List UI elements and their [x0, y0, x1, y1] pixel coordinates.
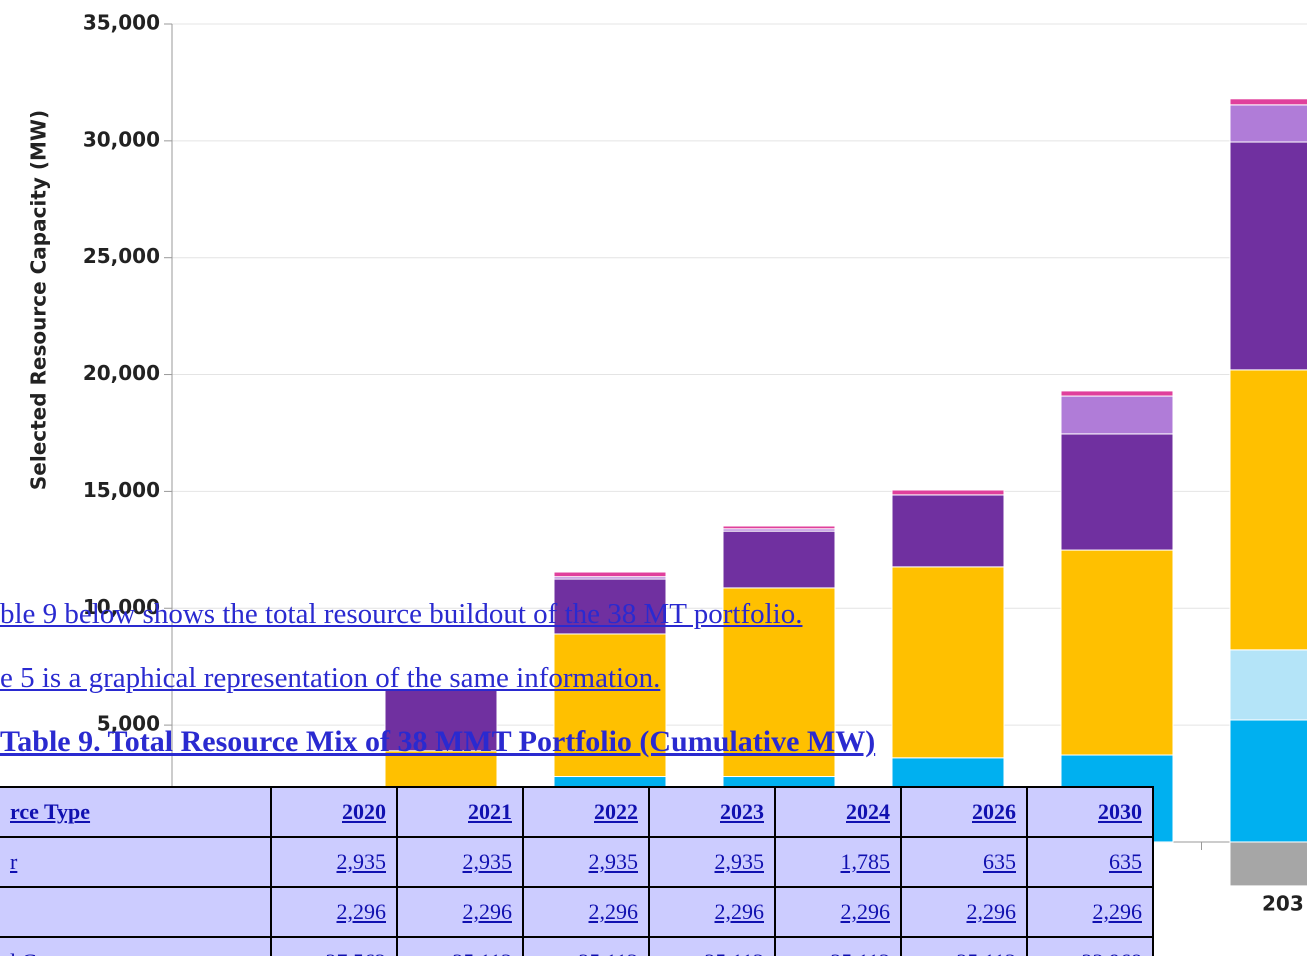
- table-cell: 2,296: [522, 886, 650, 938]
- table-cell: 2026: [900, 786, 1028, 838]
- table-row: 2,296 2,296 2,296 2,296 2,296 2,296 2,296: [0, 886, 1154, 938]
- table-cell: 2022: [522, 786, 650, 838]
- bar-segment: [722, 587, 836, 778]
- table-cell: 1,785: [774, 836, 902, 888]
- bar-segment: [891, 494, 1005, 568]
- table-cell: 2,296: [648, 886, 776, 938]
- bar-segment: [1060, 549, 1174, 756]
- x-tick-label: 203: [1262, 892, 1304, 916]
- text-line: e 5 is a graphical representation of the…: [0, 662, 661, 694]
- table-cell: 2,935: [396, 836, 524, 888]
- bar-segment: [1229, 369, 1307, 651]
- table-row: r 2,935 2,935 2,935 2,935 1,785 635 635: [0, 836, 1154, 888]
- table-cell: 25,113: [648, 936, 776, 956]
- table-row: rce Type 2020 2021 2022 2023 2024 2026 2030: [0, 786, 1154, 838]
- bar-segment: [1060, 433, 1174, 551]
- bar-segment: [553, 633, 667, 778]
- table-cell: 2030: [1026, 786, 1154, 838]
- y-tick-label: 20,000: [83, 361, 160, 385]
- y-tick-label: 10,000: [83, 595, 160, 619]
- table-cell: 2,296: [900, 886, 1028, 938]
- table-cell: 2,296: [396, 886, 524, 938]
- y-axis-title: Selected Resource Capacity (MW): [27, 110, 51, 490]
- table-cell: 2024: [774, 786, 902, 838]
- bar-segment: [1229, 104, 1307, 143]
- y-tick-label: 35,000: [83, 11, 160, 35]
- table-cell: rce Type: [0, 786, 272, 838]
- y-tick-label: 5,000: [97, 712, 160, 736]
- table: rce Type 2020 2021 2022 2023 2024 2026 2030 r 2,9…: [0, 786, 1154, 956]
- table-cell: 2020: [270, 786, 398, 838]
- bar-segment: [1060, 390, 1174, 397]
- table-cell: 2023: [648, 786, 776, 838]
- table-cell: 2021: [396, 786, 524, 838]
- table-cell: 635: [900, 836, 1028, 888]
- table-cell: 27,562: [270, 936, 398, 956]
- table-cell: r: [0, 836, 272, 888]
- y-tick-label: 30,000: [83, 127, 160, 151]
- y-tick-label: 25,000: [83, 244, 160, 268]
- table-cell: [0, 886, 272, 938]
- bar-segment: [722, 530, 836, 589]
- table-cell: l Gas: [0, 936, 272, 956]
- bar-segment: [553, 571, 667, 578]
- table-cell: 25,113: [522, 936, 650, 956]
- table-cell: 25,113: [774, 936, 902, 956]
- bar-segment: [891, 566, 1005, 759]
- table-cell: 25,113: [900, 936, 1028, 956]
- bar-segment: [1229, 98, 1307, 106]
- y-tick-label: 15,000: [83, 478, 160, 502]
- bar-segment: [1229, 719, 1307, 843]
- table-cell: 2,935: [648, 836, 776, 888]
- table-title: Table 9. Total Resource Mix of 38 MMT Po…: [0, 725, 876, 758]
- bar-segment: [1060, 395, 1174, 435]
- bar-segment: [553, 578, 667, 635]
- bar-segment: [1229, 841, 1307, 887]
- bar-segment: [1229, 649, 1307, 721]
- bar-segment: [384, 688, 498, 691]
- table-cell: 23,968: [1026, 936, 1154, 956]
- table-row: l Gas27,56225,11325,11325,11325,11325,11…: [0, 936, 1154, 956]
- table-cell: 25,113: [396, 936, 524, 956]
- table-cell: 635: [1026, 836, 1154, 888]
- table-cell: 2,935: [522, 836, 650, 888]
- table-cell: 2,296: [1026, 886, 1154, 938]
- text-line: ble 9 below shows the total resource bui…: [0, 598, 803, 630]
- table-cell: 2,935: [270, 836, 398, 888]
- bar-segment: [384, 689, 498, 752]
- table-cell: 2,296: [774, 886, 902, 938]
- table-cell: 2,296: [270, 886, 398, 938]
- bar-segment: [891, 489, 1005, 496]
- bar-segment: [722, 525, 836, 530]
- bar-segment: [1229, 141, 1307, 371]
